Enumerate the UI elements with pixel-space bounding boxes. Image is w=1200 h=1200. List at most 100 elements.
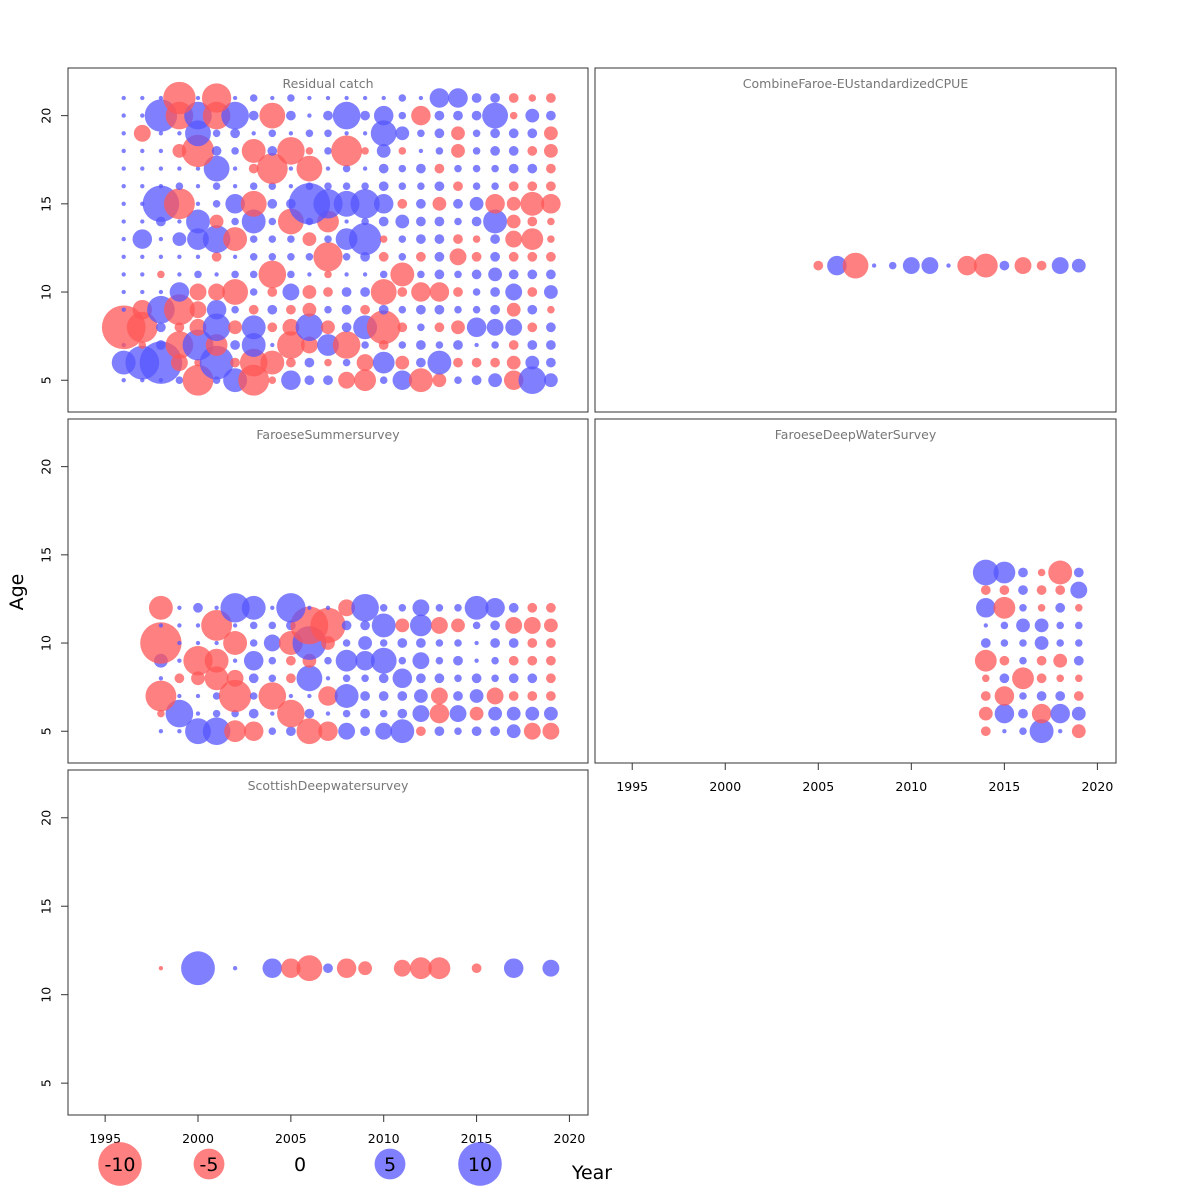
bubble <box>1073 691 1084 701</box>
bubble <box>471 375 482 386</box>
bubble <box>302 232 317 247</box>
bubble <box>378 251 389 262</box>
bubble <box>231 305 239 314</box>
y-tick-label: 15 <box>38 547 53 563</box>
bubble <box>270 95 275 101</box>
x-tick-label: 2010 <box>368 1131 400 1146</box>
bubble <box>121 166 126 171</box>
bubble <box>177 166 182 171</box>
bubble <box>232 95 238 101</box>
bubble <box>296 155 323 182</box>
bubble <box>416 163 426 174</box>
bubble <box>1058 729 1063 734</box>
bubble <box>472 182 481 190</box>
bubble <box>140 148 145 154</box>
bubble <box>307 693 312 699</box>
bubble <box>491 341 499 349</box>
bubble <box>341 304 352 315</box>
bubble <box>1050 703 1070 724</box>
bubble <box>490 620 500 631</box>
bubble <box>259 102 286 129</box>
bubble <box>268 674 277 683</box>
bubble <box>1037 568 1046 577</box>
bubble <box>138 341 147 349</box>
bubble <box>248 304 259 315</box>
bubble <box>429 88 450 108</box>
bubble <box>411 282 431 302</box>
bubble <box>186 209 210 234</box>
bubble <box>195 254 201 259</box>
bubble <box>398 111 407 120</box>
bubble <box>304 708 315 719</box>
bubble <box>541 194 561 214</box>
bubble <box>223 227 248 252</box>
bubble <box>324 129 332 138</box>
bubble <box>158 236 164 242</box>
bubble <box>946 263 951 268</box>
bubble <box>417 182 425 190</box>
bubble <box>432 373 447 388</box>
bubble <box>416 234 426 244</box>
bubble <box>1019 692 1027 700</box>
bubble <box>230 128 240 139</box>
panel-frame <box>594 67 1117 413</box>
bubble <box>165 699 194 728</box>
bubble <box>395 618 410 633</box>
bubble <box>471 110 482 121</box>
panel-frame <box>67 67 589 413</box>
bubble <box>251 131 256 136</box>
bubble <box>491 164 499 173</box>
bubble <box>503 370 524 390</box>
bubble <box>434 216 445 227</box>
bubble <box>287 94 295 102</box>
panel-title: CombineFaroe-EUstandardizedCPUE <box>743 76 969 91</box>
bubble <box>505 616 523 634</box>
bubble <box>325 605 331 610</box>
bubble <box>241 595 266 620</box>
bubble <box>1014 257 1032 275</box>
bubble <box>379 270 388 279</box>
bubble <box>230 357 240 368</box>
bubble <box>243 721 264 741</box>
bubble <box>260 350 285 375</box>
bubble <box>307 113 312 118</box>
legend-label: 0 <box>294 1154 306 1176</box>
bubble <box>993 596 1016 619</box>
bubble <box>302 285 317 299</box>
bubble <box>189 283 207 301</box>
bubble <box>287 270 295 279</box>
bubble <box>490 357 500 368</box>
bubble <box>546 602 556 613</box>
bubble <box>342 674 351 683</box>
bubble <box>1048 560 1073 585</box>
bubble <box>140 272 145 277</box>
bubble <box>525 355 540 370</box>
bubble <box>212 129 221 138</box>
bubble <box>121 95 126 101</box>
bubble <box>453 340 463 350</box>
bubble <box>208 283 226 301</box>
bubble <box>488 373 502 388</box>
bubble <box>230 340 240 350</box>
bubble <box>508 638 519 648</box>
bubble <box>209 214 224 229</box>
bubble <box>378 673 389 684</box>
bubble <box>392 370 413 390</box>
bubble <box>361 217 369 226</box>
bubble <box>1036 673 1047 684</box>
bubble <box>1012 667 1034 690</box>
bubble <box>921 257 939 275</box>
bubble <box>121 219 126 224</box>
bubble <box>212 709 221 718</box>
bubble <box>546 93 556 103</box>
bubble <box>175 376 184 384</box>
bubble <box>126 311 158 343</box>
bubble <box>360 304 370 315</box>
bubble <box>451 320 465 335</box>
bubble <box>1034 636 1049 650</box>
panel-frame <box>594 418 1117 764</box>
bubble <box>398 182 407 190</box>
bubble <box>317 334 339 356</box>
bubble <box>397 322 408 333</box>
bubble <box>544 706 558 721</box>
